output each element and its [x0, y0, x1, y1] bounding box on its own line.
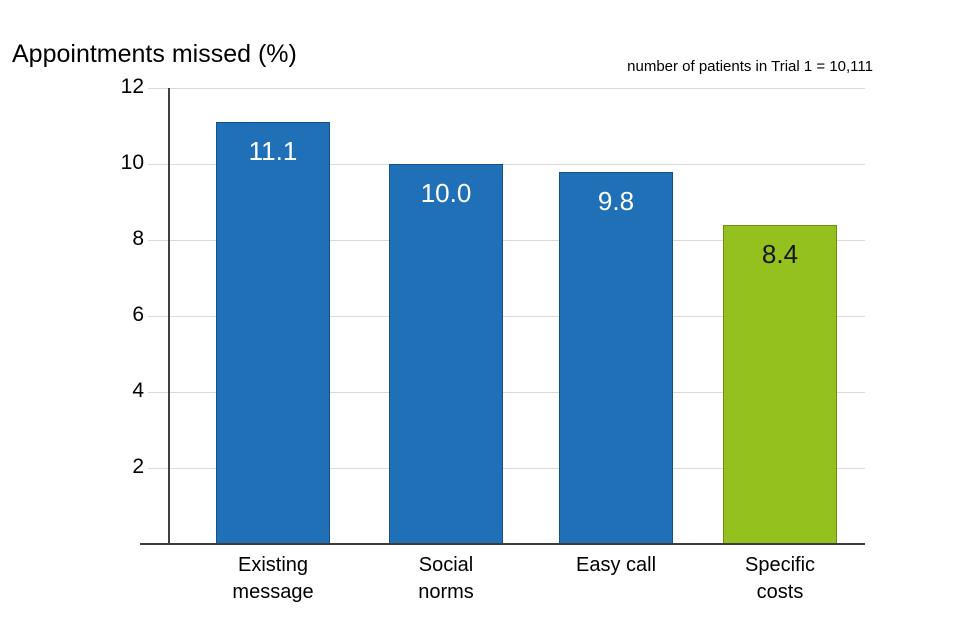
bar-social-norms [389, 164, 503, 544]
chart-title: Appointments missed (%) [12, 40, 297, 68]
category-label-1: Social norms [418, 554, 474, 603]
gridline-6 [148, 316, 865, 317]
value-label-8.4: 8.4 [761, 239, 799, 269]
y-tick-label-6: 6 [132, 303, 144, 326]
chart-annotation: number of patients in Trial 1 = 10,111 [627, 58, 873, 75]
y-tick-label-4: 4 [132, 379, 144, 402]
value-label-11.1: 11.1 [248, 136, 298, 166]
x-axis-line [140, 543, 865, 545]
category-label-3: Specific costs [744, 554, 816, 603]
bar-existing-message [216, 122, 330, 544]
category-label-0: Existing message [232, 554, 314, 603]
y-axis-line [168, 88, 170, 545]
bar-specific-costs [723, 225, 837, 544]
gridline-8 [148, 240, 865, 241]
bar-easy-call [559, 172, 673, 544]
y-tick-label-8: 8 [132, 227, 144, 250]
gridline-4 [148, 392, 865, 393]
value-label-10.0: 10.0 [420, 178, 472, 208]
y-tick-label-2: 2 [132, 455, 144, 478]
value-label-9.8: 9.8 [597, 186, 635, 216]
gridline-2 [148, 468, 865, 469]
category-label-2: Easy call [575, 554, 657, 576]
gridline-12 [148, 88, 865, 89]
y-tick-label-10: 10 [120, 151, 144, 174]
gridline-10 [148, 164, 865, 165]
y-tick-label-12: 12 [120, 75, 144, 98]
